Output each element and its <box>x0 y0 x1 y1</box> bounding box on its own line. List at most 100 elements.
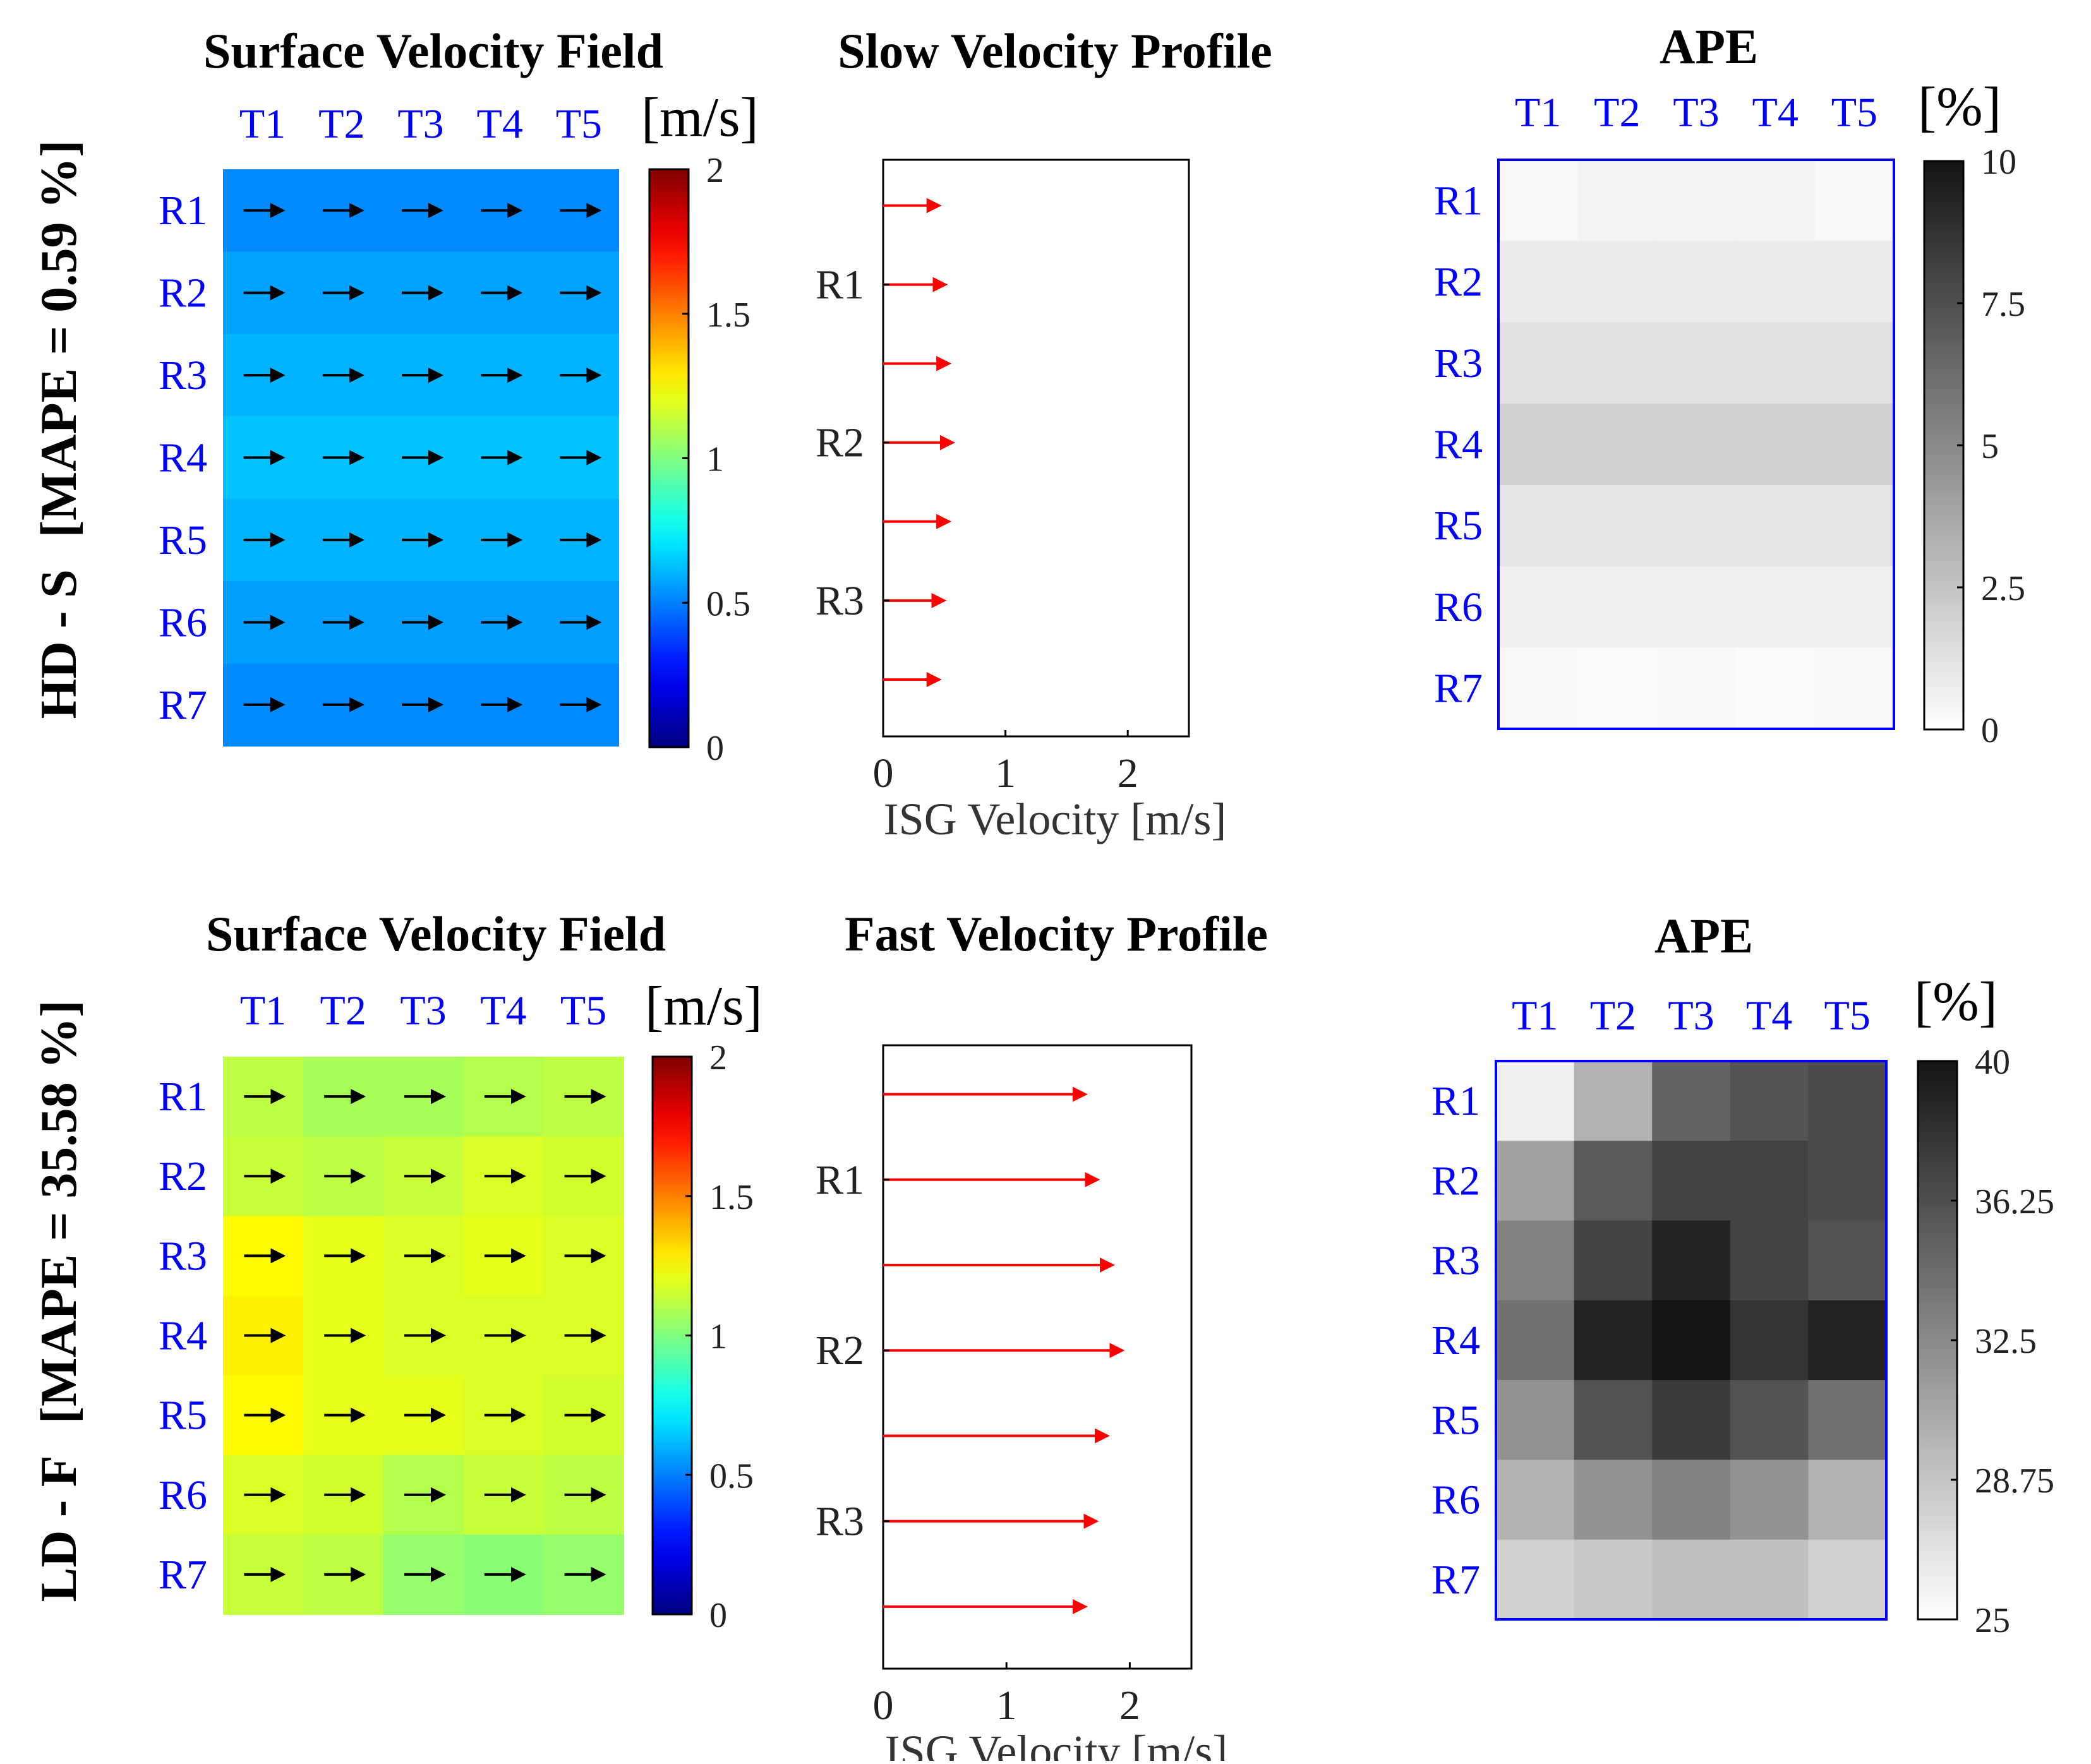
ape-cell <box>1730 1539 1809 1620</box>
ape-cell <box>1652 1300 1731 1381</box>
velocity-colorbar-tick-label: 1.5 <box>706 296 750 335</box>
ape-row-label-R5: R5 <box>1434 503 1483 549</box>
row-label-R1: R1 <box>159 188 207 234</box>
ape-cell <box>1577 241 1658 323</box>
row-label-group: LD - F [MAPE = 35.58 %] <box>30 1000 87 1602</box>
profile-axes <box>882 159 1190 738</box>
ape-row-label-R7: R7 <box>1431 1557 1480 1603</box>
ape-cell <box>1656 566 1737 649</box>
ape-colorbar-tick-label: 0 <box>1981 711 1999 750</box>
row-label-R2: R2 <box>159 1153 207 1199</box>
ape-row-label-R2: R2 <box>1434 259 1483 305</box>
ape-cell <box>1808 1539 1887 1620</box>
profile-axes <box>882 1044 1193 1670</box>
ape-row-label-R6: R6 <box>1431 1477 1480 1523</box>
ape-cell <box>1735 566 1816 649</box>
profile-xlabel: ISG Velocity [m/s] <box>885 1726 1228 1761</box>
ape-cell <box>1814 566 1895 649</box>
ape-unit-label: [%] <box>1918 76 2001 138</box>
ape-cell <box>1496 1300 1575 1381</box>
profile-xtick-label: 2 <box>1119 1683 1140 1729</box>
ape-cell <box>1577 647 1658 729</box>
column-label-T4: T4 <box>477 101 523 147</box>
velocity-unit-label: [m/s] <box>645 976 762 1037</box>
ape-column-label-T1: T1 <box>1512 993 1558 1039</box>
ape-colorbar-tick-label: 25 <box>1975 1601 2010 1640</box>
row-label-name: HD - S <box>30 569 87 719</box>
row-label-R3: R3 <box>159 352 207 399</box>
ape-cell <box>1730 1061 1809 1142</box>
ape-cell <box>1735 160 1816 242</box>
ape-cell <box>1577 566 1658 649</box>
row-label-R5: R5 <box>159 517 207 563</box>
ape-cell <box>1577 484 1658 567</box>
column-label-T5: T5 <box>556 101 602 147</box>
ape-frame <box>1495 1060 1888 1621</box>
column-label-T3: T3 <box>397 101 443 147</box>
row-label-R5: R5 <box>159 1393 207 1439</box>
ape-column-label-T5: T5 <box>1824 993 1871 1039</box>
ape-cell <box>1656 322 1737 405</box>
ape-cell <box>1735 241 1816 323</box>
ape-cell <box>1498 160 1579 242</box>
ape-cell <box>1496 1220 1575 1301</box>
ape-cell <box>1577 404 1658 486</box>
ape-column-label-T1: T1 <box>1515 90 1561 136</box>
ape-cell <box>1574 1539 1653 1620</box>
ape-cell <box>1814 160 1895 242</box>
ape-cell <box>1808 1380 1887 1461</box>
velocity-colorbar-tick-label: 1 <box>706 440 724 479</box>
ape-cell <box>1730 1220 1809 1301</box>
ape-cell <box>1498 404 1579 486</box>
profile-xlabel: ISG Velocity [m/s] <box>884 794 1227 844</box>
row-label: HD - S [MAPE = 0.59 %] <box>30 140 87 719</box>
ape-cell <box>1498 241 1579 323</box>
velocity-field-title: Surface Velocity Field <box>206 906 666 961</box>
ape-colorbar-tick-label: 10 <box>1981 143 2016 182</box>
ape-cell <box>1498 647 1579 729</box>
profile-ytick-label-R1: R1 <box>816 1157 864 1203</box>
ape-cell <box>1577 160 1658 242</box>
ape-cell <box>1496 1539 1575 1620</box>
ape-cell <box>1577 322 1658 405</box>
velocity-colorbar-tick-label: 1.5 <box>709 1178 754 1217</box>
ape-cell <box>1652 1539 1731 1620</box>
ape-row-label-R3: R3 <box>1431 1238 1480 1284</box>
ape-row-label-R4: R4 <box>1431 1317 1480 1364</box>
row-label: LD - F [MAPE = 35.58 %] <box>30 1000 87 1602</box>
ape-cell <box>1814 404 1895 486</box>
velocity-unit-label: [m/s] <box>641 87 759 148</box>
ape-column-label-T4: T4 <box>1752 90 1799 136</box>
ape-cell <box>1814 322 1895 405</box>
ape-cell <box>1652 1141 1731 1221</box>
ape-cell <box>1730 1460 1809 1540</box>
ape-cell <box>1652 1380 1731 1461</box>
ape-colorbar-tick-label: 28.75 <box>1975 1461 2054 1501</box>
row-label-R2: R2 <box>159 270 207 316</box>
ape-colorbar-tick-label: 40 <box>1975 1043 2010 1082</box>
velocity-colorbar-tick-label: 0 <box>706 729 724 768</box>
profile-ytick-label-R3: R3 <box>816 578 864 624</box>
ape-colorbar <box>1917 1060 1958 1621</box>
row-label-R1: R1 <box>159 1074 207 1120</box>
profile-ytick-label-R3: R3 <box>816 1499 864 1545</box>
ape-column-label-T3: T3 <box>1668 993 1714 1039</box>
ape-cell <box>1574 1141 1653 1221</box>
ape-row-label-R4: R4 <box>1434 422 1483 468</box>
ape-colorbar-tick-label: 32.5 <box>1975 1322 2037 1361</box>
row-label-R4: R4 <box>159 1313 207 1359</box>
ape-column-label-T3: T3 <box>1673 90 1719 136</box>
velocity-colorbar <box>651 1055 693 1616</box>
profile-ytick-label-R1: R1 <box>816 262 864 308</box>
ape-row-label-R3: R3 <box>1434 340 1483 387</box>
ape-colorbar <box>1923 160 1965 731</box>
ape-frame <box>1497 159 1895 730</box>
ape-cell <box>1808 1300 1887 1381</box>
ape-cell <box>1656 404 1737 486</box>
ape-cell <box>1574 1460 1653 1540</box>
ape-cell <box>1656 647 1737 729</box>
ape-cell <box>1498 484 1579 567</box>
ape-cell <box>1808 1061 1887 1142</box>
ape-row-label-R7: R7 <box>1434 666 1483 712</box>
ape-cell <box>1735 404 1816 486</box>
